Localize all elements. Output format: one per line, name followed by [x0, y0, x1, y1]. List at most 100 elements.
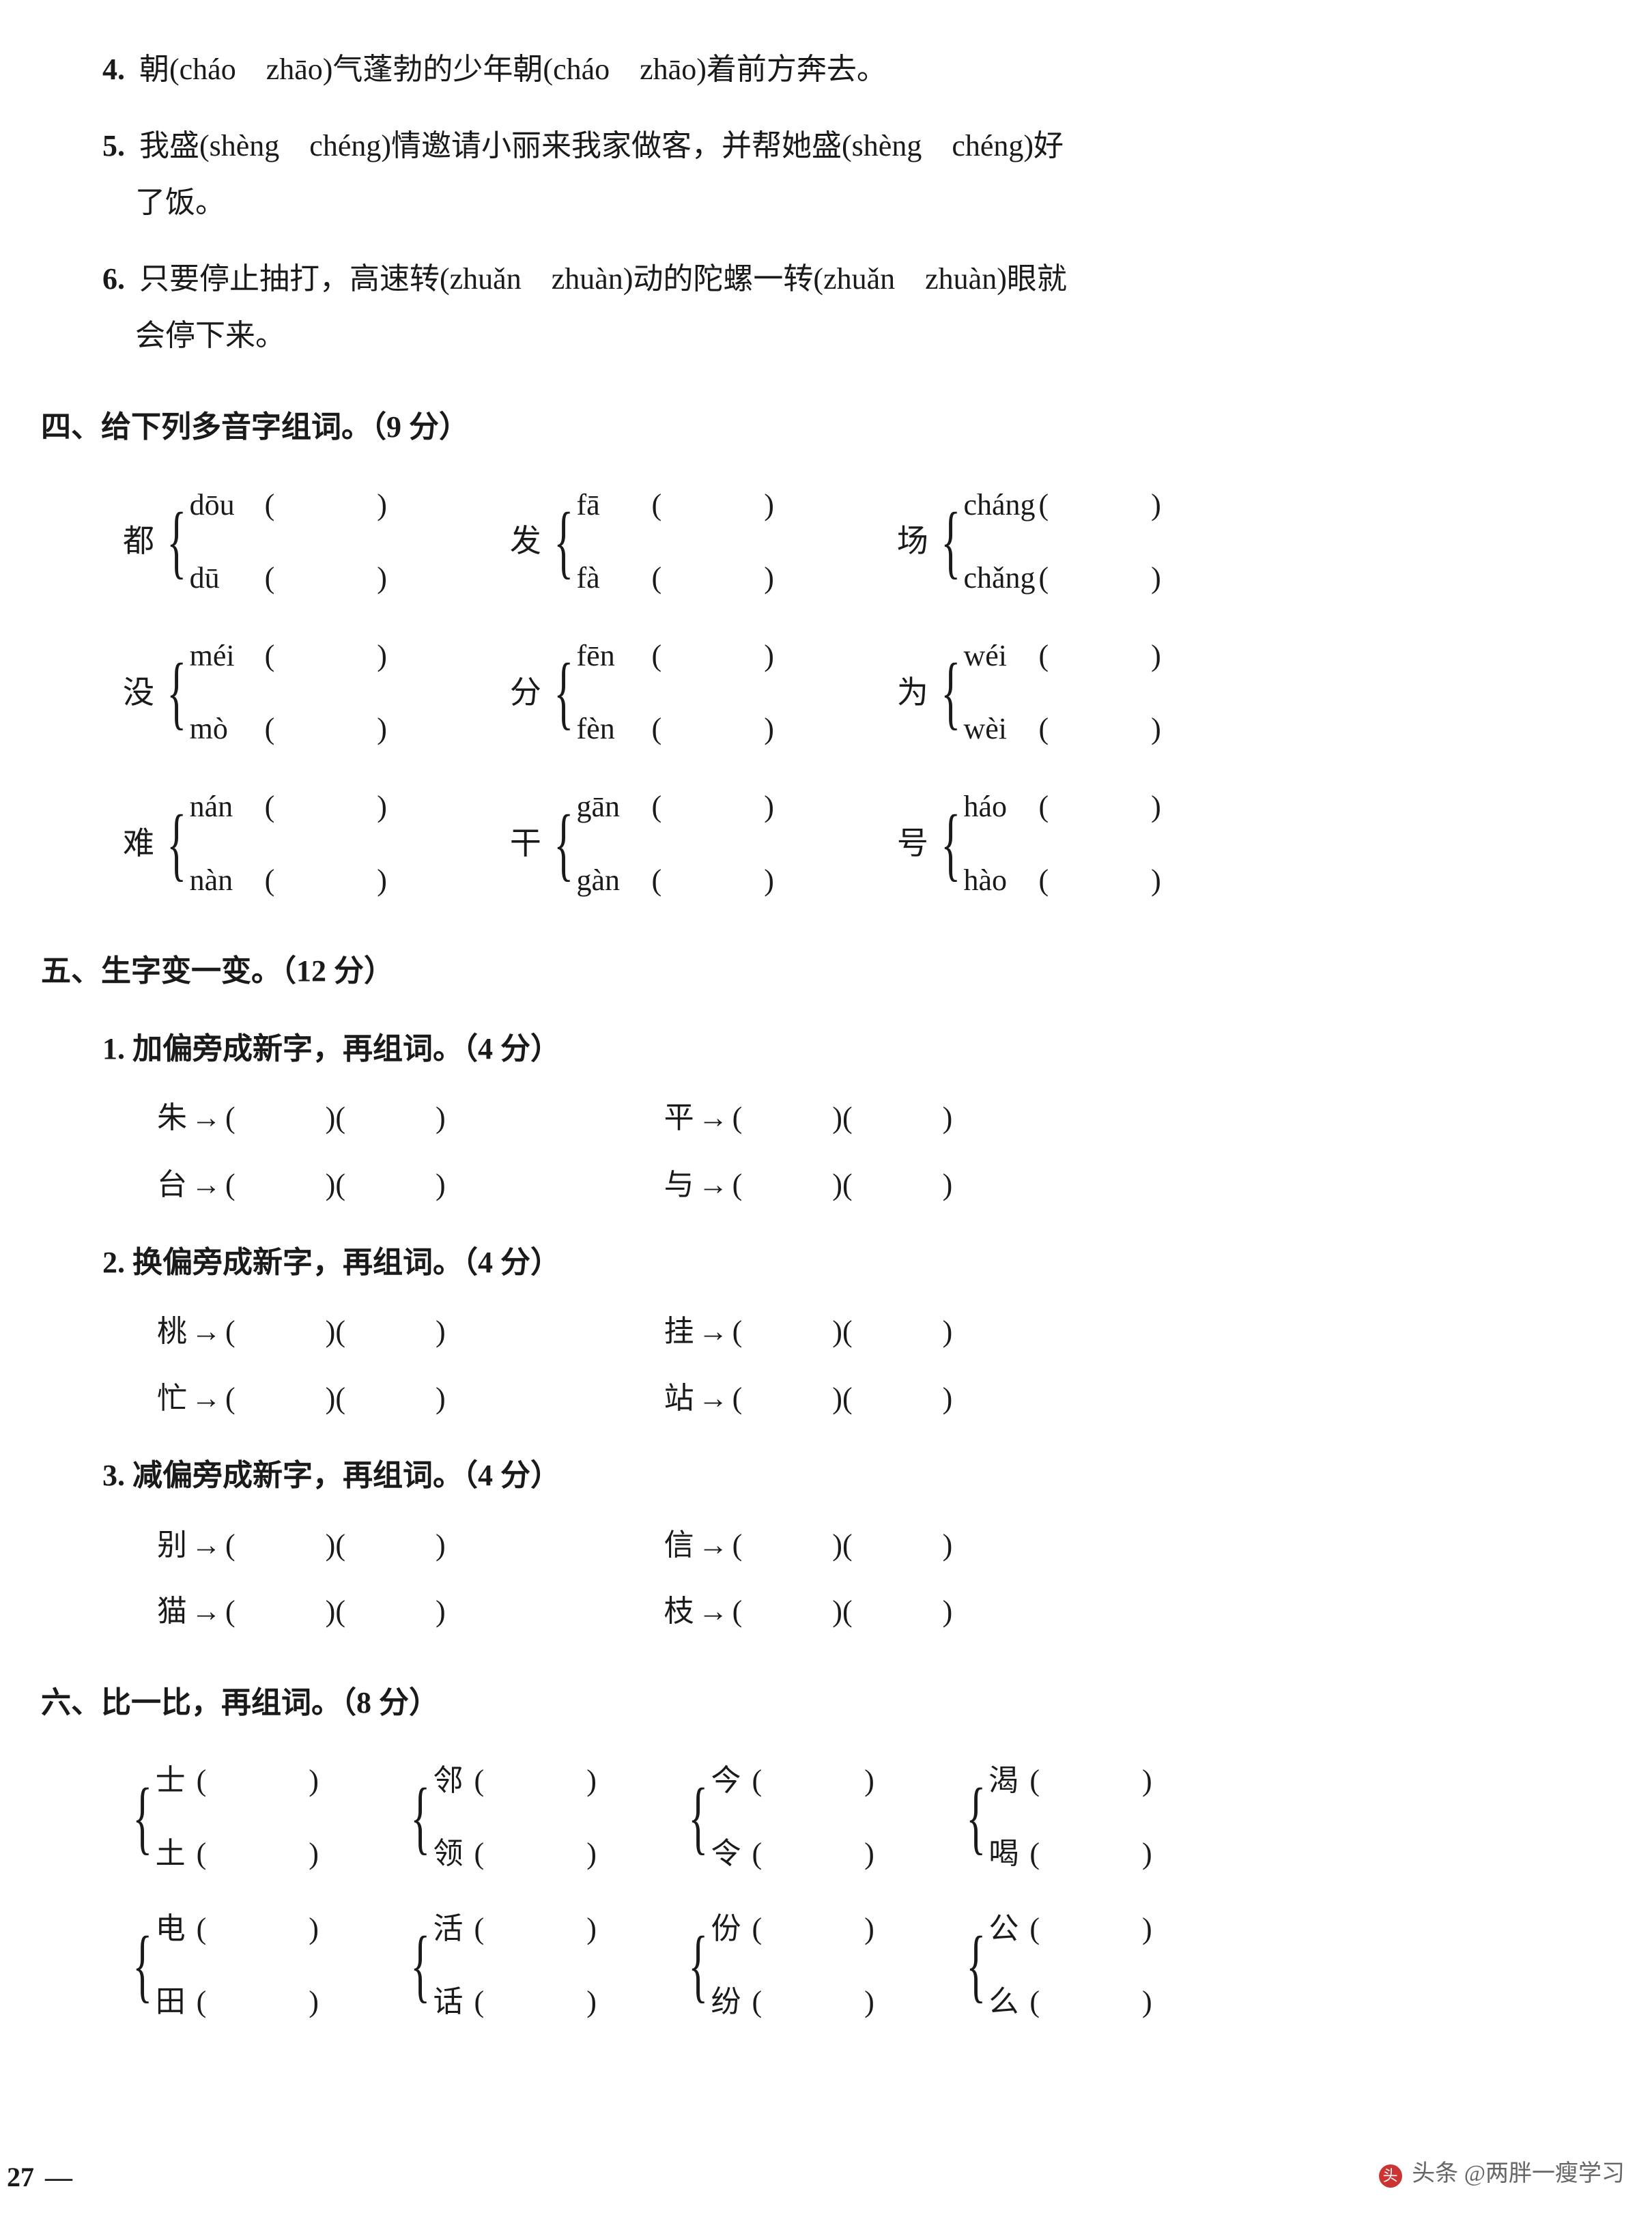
right-paren: ) [943, 1156, 953, 1214]
poly-reading-line: fēn( ) [577, 627, 774, 685]
transform-cell: 枝→( )( ) [664, 1583, 953, 1640]
answer-blank[interactable] [236, 1303, 326, 1360]
answer-blank[interactable] [1040, 1900, 1142, 1958]
right-paren: ) [436, 1303, 446, 1360]
right-paren: ) [586, 1973, 597, 2031]
answer-blank[interactable] [1040, 1825, 1142, 1883]
answer-blank[interactable] [345, 1156, 436, 1214]
poly-row: 没{méi( )mò( )分{fēn( )fèn( )为{wéi( )wèi( … [123, 627, 1597, 758]
answer-blank[interactable] [742, 1583, 832, 1640]
left-paren: ( [335, 1370, 345, 1427]
answer-blank[interactable] [1040, 1973, 1142, 2031]
answer-blank[interactable] [236, 1583, 326, 1640]
answer-blank[interactable] [236, 1517, 326, 1574]
left-paren: ( [1029, 1752, 1040, 1810]
right-paren: ) [309, 1752, 319, 1810]
compare-line: 纷( ) [711, 1973, 874, 2031]
answer-blank[interactable] [853, 1583, 943, 1640]
answer-blank[interactable] [274, 778, 377, 835]
answer-blank[interactable] [206, 1973, 309, 2031]
pinyin-label: fēn [577, 627, 652, 685]
answer-blank[interactable] [274, 627, 377, 685]
right-paren: ) [1151, 778, 1161, 835]
answer-blank[interactable] [345, 1089, 436, 1147]
compare-char: 渴 [988, 1752, 1029, 1810]
answer-blank[interactable] [206, 1900, 309, 1958]
answer-blank[interactable] [853, 1303, 943, 1360]
answer-blank[interactable] [661, 700, 764, 758]
pinyin-label: gān [577, 778, 652, 835]
compare-line: 士( ) [156, 1752, 319, 1810]
answer-blank[interactable] [762, 1900, 864, 1958]
answer-blank[interactable] [484, 1752, 586, 1810]
answer-blank[interactable] [762, 1973, 864, 2031]
answer-blank[interactable] [274, 852, 377, 909]
poly-reading-line: fèn( ) [577, 700, 774, 758]
answer-blank[interactable] [1049, 549, 1151, 607]
compare-line: 活( ) [433, 1900, 597, 1958]
transform-cell: 平→( )( ) [664, 1089, 953, 1147]
answer-blank[interactable] [742, 1370, 832, 1427]
answer-blank[interactable] [742, 1303, 832, 1360]
right-paren: ) [309, 1900, 319, 1958]
answer-blank[interactable] [345, 1303, 436, 1360]
answer-blank[interactable] [853, 1156, 943, 1214]
arrow-icon: → [191, 1370, 221, 1427]
transform-row: 朱→( )( )平→( )( ) [157, 1089, 1597, 1147]
answer-blank[interactable] [236, 1370, 326, 1427]
answer-blank[interactable] [345, 1370, 436, 1427]
q3-item-4: 4. 朝(cháo zhāo)气蓬勃的少年朝(cháo zhāo)着前方奔去。 [102, 41, 1597, 98]
answer-blank[interactable] [762, 1825, 864, 1883]
answer-blank[interactable] [762, 1752, 864, 1810]
answer-blank[interactable] [661, 627, 764, 685]
left-paren: ( [265, 627, 275, 685]
compare-char: 喝 [988, 1825, 1029, 1883]
answer-blank[interactable] [853, 1089, 943, 1147]
answer-blank[interactable] [661, 852, 764, 909]
answer-blank[interactable] [1049, 627, 1151, 685]
answer-blank[interactable] [345, 1517, 436, 1574]
left-paren: ( [335, 1583, 345, 1640]
answer-blank[interactable] [661, 778, 764, 835]
compare-lines: 渴( )喝( ) [988, 1752, 1152, 1883]
compare-cell: {公( )么( ) [956, 1900, 1152, 2031]
answer-blank[interactable] [484, 1973, 586, 2031]
answer-blank[interactable] [1040, 1752, 1142, 1810]
answer-blank[interactable] [742, 1517, 832, 1574]
answer-blank[interactable] [274, 476, 377, 534]
answer-blank[interactable] [1049, 778, 1151, 835]
brace-icon: { [554, 504, 573, 578]
answer-blank[interactable] [853, 1517, 943, 1574]
answer-blank[interactable] [274, 549, 377, 607]
arrow-icon: → [698, 1089, 728, 1147]
answer-blank[interactable] [1049, 700, 1151, 758]
answer-blank[interactable] [236, 1156, 326, 1214]
right-paren: ) [1142, 1900, 1152, 1958]
pinyin-label: cháng [963, 476, 1038, 534]
answer-blank[interactable] [661, 549, 764, 607]
answer-blank[interactable] [484, 1900, 586, 1958]
answer-blank[interactable] [742, 1089, 832, 1147]
answer-blank[interactable] [661, 476, 764, 534]
answer-blank[interactable] [236, 1089, 326, 1147]
answer-blank[interactable] [853, 1370, 943, 1427]
compare-line: 渴( ) [988, 1752, 1152, 1810]
brace-icon: { [688, 1780, 708, 1854]
right-paren: ) [943, 1089, 953, 1147]
answer-blank[interactable] [206, 1752, 309, 1810]
answer-blank[interactable] [484, 1825, 586, 1883]
answer-blank[interactable] [742, 1156, 832, 1214]
arrow-icon: → [191, 1517, 221, 1574]
right-paren: ) [864, 1900, 874, 1958]
pinyin-label: fā [577, 476, 652, 534]
answer-blank[interactable] [274, 700, 377, 758]
answer-blank[interactable] [206, 1825, 309, 1883]
answer-blank[interactable] [345, 1583, 436, 1640]
answer-blank[interactable] [1049, 852, 1151, 909]
item-number: 4. [102, 53, 125, 86]
left-paren: ( [842, 1303, 853, 1360]
left-paren: ( [1029, 1900, 1040, 1958]
answer-blank[interactable] [1049, 476, 1151, 534]
transform-row: 忙→( )( )站→( )( ) [157, 1370, 1597, 1427]
right-paren: ) [326, 1517, 336, 1574]
